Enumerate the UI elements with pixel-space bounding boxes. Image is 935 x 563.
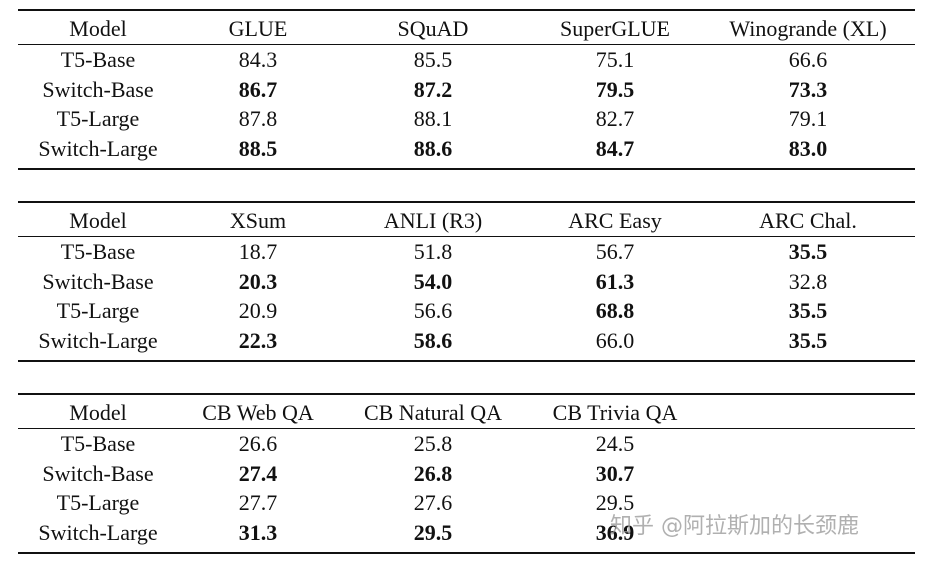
score-cell: 26.8 <box>413 460 453 486</box>
model-cell: Switch-Large <box>38 135 158 161</box>
header-cell: Winogrande (XL) <box>729 16 887 41</box>
model-cell: T5-Base <box>60 47 136 72</box>
top-rule <box>18 393 915 395</box>
score-cell: 22.3 <box>238 327 278 353</box>
top-rule <box>18 9 915 11</box>
score-cell: 68.8 <box>595 298 635 324</box>
score-cell: 51.8 <box>413 239 453 264</box>
header-cell: ARC Chal. <box>759 208 857 233</box>
top-rule <box>18 201 915 203</box>
model-cell: T5-Large <box>56 106 140 132</box>
score-cell: 35.5 <box>788 298 828 324</box>
score-cell: 66.6 <box>788 47 828 72</box>
header-cell: Model <box>69 400 127 425</box>
score-cell: 20.9 <box>238 298 278 324</box>
score-cell: 75.1 <box>595 47 635 72</box>
mid-rule <box>18 44 915 45</box>
bottom-rule <box>18 360 915 362</box>
mid-rule <box>18 236 915 237</box>
model-cell: Switch-Large <box>38 519 158 545</box>
score-cell: 83.0 <box>788 135 828 161</box>
score-cell: 66.0 <box>595 327 635 353</box>
model-cell: T5-Large <box>56 298 140 324</box>
score-cell: 25.8 <box>413 431 453 456</box>
score-cell: 79.5 <box>595 76 635 102</box>
score-cell: 84.3 <box>238 47 278 72</box>
score-cell: 56.6 <box>413 298 453 324</box>
score-cell: 18.7 <box>238 239 278 264</box>
model-cell: Switch-Base <box>42 76 154 102</box>
score-cell: 27.7 <box>238 490 278 516</box>
score-cell: 30.7 <box>595 460 635 486</box>
score-cell: 31.3 <box>238 519 278 545</box>
model-cell: Switch-Base <box>42 460 154 486</box>
score-cell: 58.6 <box>413 327 453 353</box>
bottom-rule <box>18 552 915 554</box>
score-cell: 82.7 <box>595 106 635 132</box>
header-cell: GLUE <box>228 16 288 41</box>
score-cell: 36.9 <box>595 519 635 545</box>
header-cell: CB Natural QA <box>363 400 503 425</box>
score-cell: 24.5 <box>595 431 635 456</box>
score-cell: 20.3 <box>238 268 278 294</box>
header-cell: SuperGLUE <box>560 16 670 41</box>
header-cell: SQuAD <box>397 16 469 41</box>
score-cell: 27.6 <box>413 490 453 516</box>
header-cell: ANLI (R3) <box>383 208 483 233</box>
score-cell: 26.6 <box>238 431 278 456</box>
score-cell: 54.0 <box>413 268 453 294</box>
model-cell: T5-Large <box>56 490 140 516</box>
header-cell: XSum <box>229 208 287 233</box>
score-cell: 35.5 <box>788 239 828 264</box>
score-cell: 88.5 <box>238 135 278 161</box>
score-cell: 87.2 <box>413 76 453 102</box>
score-cell: 79.1 <box>788 106 828 132</box>
score-cell: 27.4 <box>238 460 278 486</box>
model-cell: Switch-Large <box>38 327 158 353</box>
score-cell: 86.7 <box>238 76 278 102</box>
score-cell: 32.8 <box>788 268 828 294</box>
score-cell: 87.8 <box>238 106 278 132</box>
model-cell: T5-Base <box>60 239 136 264</box>
header-cell: Model <box>69 208 127 233</box>
score-cell: 73.3 <box>788 76 828 102</box>
score-cell: 85.5 <box>413 47 453 72</box>
score-cell: 61.3 <box>595 268 635 294</box>
watermark: 知乎 @阿拉斯加的长颈鹿 <box>610 514 859 539</box>
score-cell: 88.1 <box>413 106 453 132</box>
bottom-rule <box>18 168 915 170</box>
mid-rule <box>18 428 915 429</box>
score-cell: 29.5 <box>413 519 453 545</box>
score-cell: 56.7 <box>595 239 635 264</box>
header-cell: CB Trivia QA <box>552 400 678 425</box>
model-cell: Switch-Base <box>42 268 154 294</box>
model-cell: T5-Base <box>60 431 136 456</box>
score-cell: 35.5 <box>788 327 828 353</box>
score-cell: 84.7 <box>595 135 635 161</box>
score-cell: 88.6 <box>413 135 453 161</box>
header-cell: CB Web QA <box>202 400 314 425</box>
score-cell: 29.5 <box>595 490 635 516</box>
header-cell: Model <box>69 16 127 41</box>
header-cell: ARC Easy <box>568 208 662 233</box>
